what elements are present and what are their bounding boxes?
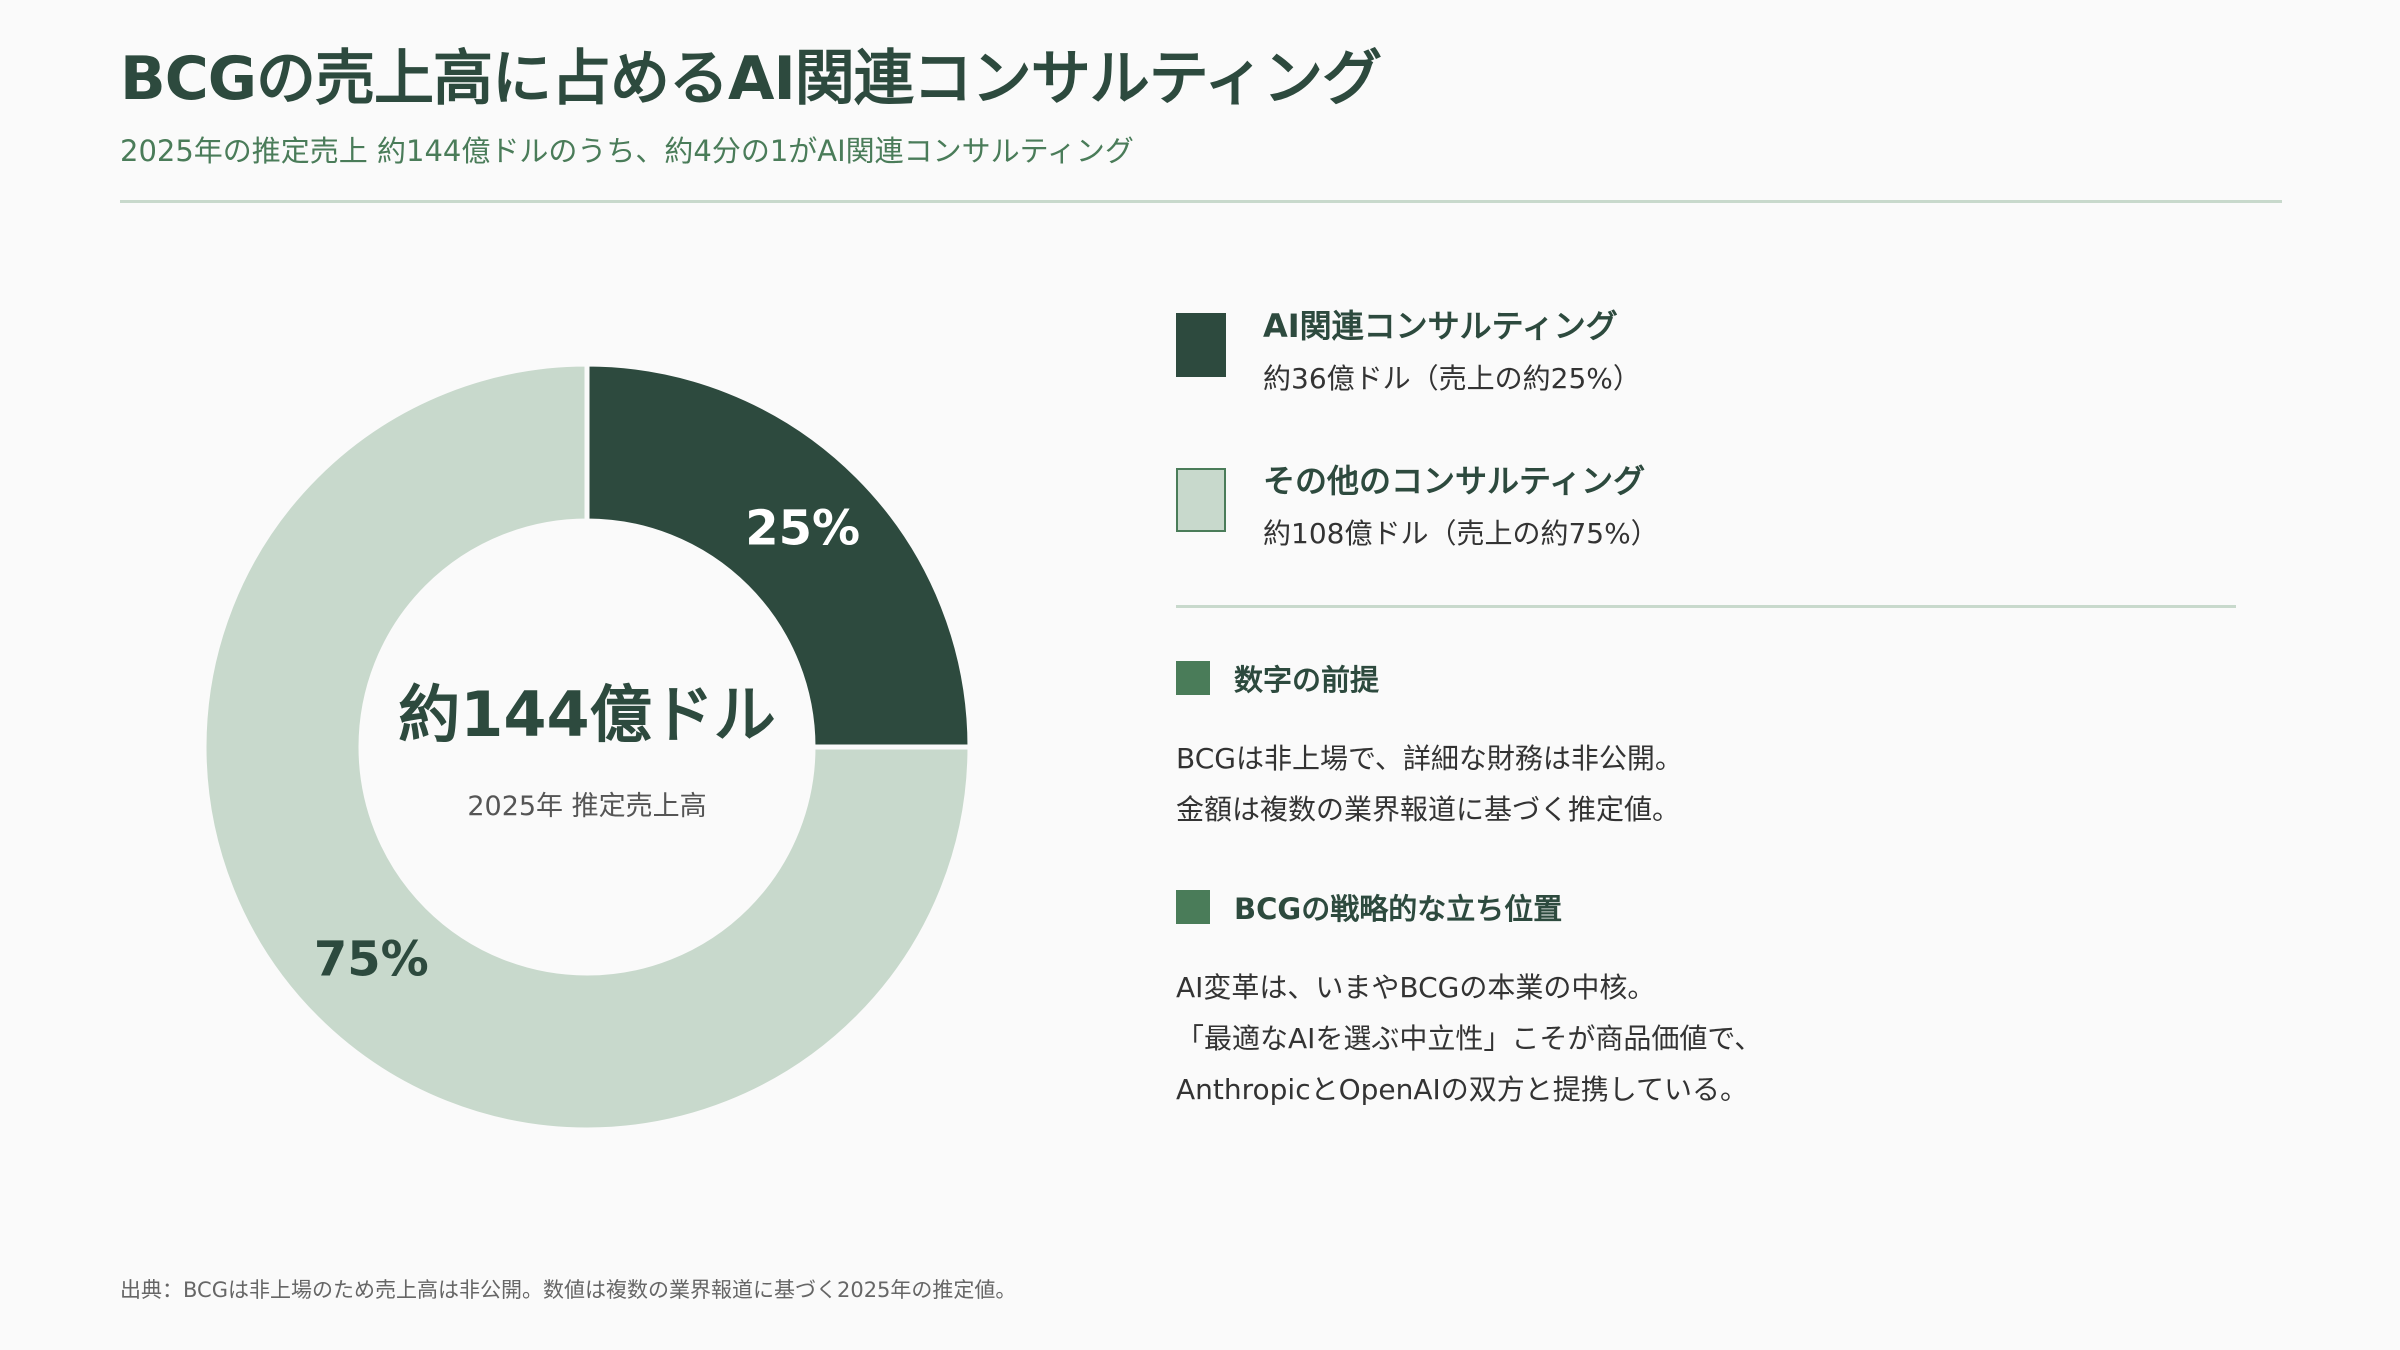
center-caption: 2025年 推定売上高 xyxy=(467,791,706,822)
position-line: AI変革は、いまやBCGの本業の中核。 xyxy=(1176,971,1656,1004)
page-title: BCGの売上高に占めるAI関連コンサルティング xyxy=(120,44,1382,114)
donut-slice-1 xyxy=(201,361,973,1133)
donut-chart: 25% 75% 約144億ドル 2025年 推定売上高 xyxy=(201,361,973,1133)
donut-slice-0 xyxy=(584,361,973,750)
position-body: AI変革は、いまやBCGの本業の中核。 「最適なAIを選ぶ中立性」こそが商品価値… xyxy=(1176,962,1762,1115)
position-title: BCGの戦略的な立ち位置 xyxy=(1234,892,1563,926)
legend-amount-ai: 約36億ドル（売上の約25%） xyxy=(1263,362,1641,395)
legend-swatch-other xyxy=(1176,468,1226,532)
legend-amount-other: 約108億ドル（売上の約75%） xyxy=(1263,517,1659,550)
premise-line: BCGは非上場で、詳細な財務は非公開。 xyxy=(1176,742,1683,775)
premise-body: BCGは非上場で、詳細な財務は非公開。 金額は複数の業界報道に基づく推定値。 xyxy=(1176,733,1683,835)
donut-slices xyxy=(201,361,973,1133)
legend-label-ai: AI関連コンサルティング xyxy=(1263,307,1618,345)
legend-label-other: その他のコンサルティング xyxy=(1263,462,1646,500)
slice-percent-label-0: 25% xyxy=(745,500,860,556)
premise-line: 金額は複数の業界報道に基づく推定値。 xyxy=(1176,793,1681,826)
legend-divider xyxy=(1176,605,2236,608)
premise-title: 数字の前提 xyxy=(1234,663,1380,697)
source-note: 出典：BCGは非上場のため売上高は非公開。数値は複数の業界報道に基づく2025年… xyxy=(120,1278,1017,1302)
position-marker xyxy=(1176,890,1210,924)
position-line: AnthropicとOpenAIの双方と提携している。 xyxy=(1176,1073,1748,1106)
legend-swatch-ai xyxy=(1176,313,1226,377)
page-subtitle: 2025年の推定売上 約144億ドルのうち、約4分の1がAI関連コンサルティング xyxy=(120,134,1134,168)
slice-labels: 25% 75% xyxy=(314,500,860,987)
position-line: 「最適なAIを選ぶ中立性」こそが商品価値で、 xyxy=(1176,1022,1763,1055)
center-total-value: 約144億ドル xyxy=(398,678,775,751)
premise-marker xyxy=(1176,661,1210,695)
slice-percent-label-1: 75% xyxy=(314,932,429,988)
header-divider xyxy=(120,200,2282,203)
